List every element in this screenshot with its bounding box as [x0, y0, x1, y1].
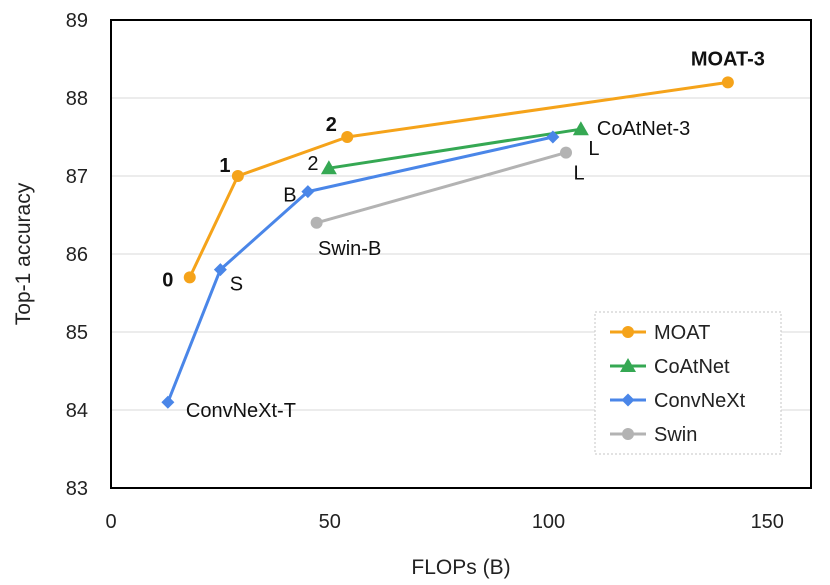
y-tick-label: 86: [66, 244, 88, 266]
legend-label-convnext: ConvNeXt: [654, 390, 746, 412]
y-tick-label: 89: [66, 10, 88, 32]
series-swin: [310, 146, 572, 229]
legend-marker-swin: [622, 428, 634, 440]
legend-label-moat: MOAT: [654, 322, 710, 344]
point-label-moat: 1: [219, 155, 230, 177]
point-label-convnext: L: [588, 138, 599, 160]
legend-item-moat: MOAT: [610, 322, 710, 344]
x-axis-title: FLOPs (B): [411, 556, 510, 579]
series-line-swin: [316, 151, 567, 225]
x-tick-label: 0: [105, 511, 116, 533]
point-label-convnext: B: [283, 185, 296, 207]
series-line-coatnet: [328, 127, 582, 170]
data-point-convnext: [213, 263, 227, 277]
legend-item-coatnet: CoAtNet: [610, 356, 730, 378]
point-label-coatnet: CoAtNet-3: [597, 118, 690, 140]
x-tick-label: 50: [319, 511, 341, 533]
legend-label-swin: Swin: [654, 424, 697, 446]
data-point-moat: [183, 271, 196, 284]
point-label-convnext: ConvNeXt-T: [186, 400, 296, 422]
y-axis-title: Top-1 accuracy: [12, 182, 35, 325]
data-point-swin: [310, 216, 323, 229]
point-label-swin: L: [573, 163, 584, 185]
point-annotations: 0 1 2 MOAT-3 2 CoAtNet-3 ConvNeXt-T S B L Swin-B L: [162, 48, 765, 422]
legend-item-swin: Swin: [610, 424, 697, 446]
data-point-convnext: [546, 130, 560, 144]
tick-labels: 83 84 85 86 87 88 89 0 50 100 150: [66, 10, 784, 533]
data-point-moat: [341, 131, 354, 143]
data-point-coatnet: [320, 160, 337, 175]
data-point-moat: [721, 76, 734, 89]
data-point-moat: [231, 170, 244, 182]
series-layer: [161, 76, 734, 409]
legend-item-convnext: ConvNeXt: [610, 390, 746, 412]
point-label-coatnet: 2: [307, 153, 318, 175]
y-tick-label: 87: [66, 166, 88, 188]
point-label-convnext: S: [230, 274, 243, 296]
data-point-convnext: [301, 185, 315, 199]
legend-label-coatnet: CoAtNet: [654, 356, 730, 378]
x-tick-label: 100: [532, 511, 565, 533]
point-label-swin: Swin-B: [318, 238, 381, 260]
plot-frame: [110, 19, 812, 489]
y-tick-label: 83: [66, 478, 88, 500]
series-line-moat: [188, 80, 729, 279]
legend-marker-moat: [622, 326, 634, 338]
series-line-convnext: [166, 135, 554, 403]
point-label-moat: 0: [162, 269, 173, 291]
series-convnext: [161, 130, 560, 409]
point-label-moat: MOAT-3: [691, 48, 765, 70]
series-coatnet: [320, 121, 589, 175]
data-point-coatnet: [572, 121, 589, 136]
legend-marker-convnext: [621, 393, 635, 407]
data-point-convnext: [161, 395, 175, 409]
legend: MOAT CoAtNet ConvNeXt Swin: [594, 311, 782, 455]
point-label-moat: 2: [326, 114, 337, 136]
y-tick-label: 84: [66, 400, 88, 422]
data-point-swin: [560, 146, 572, 159]
y-tick-label: 85: [66, 322, 88, 344]
x-tick-label: 150: [751, 511, 784, 533]
series-moat: [183, 76, 734, 284]
y-tick-label: 88: [66, 88, 88, 110]
legend-marker-coatnet: [620, 358, 636, 372]
